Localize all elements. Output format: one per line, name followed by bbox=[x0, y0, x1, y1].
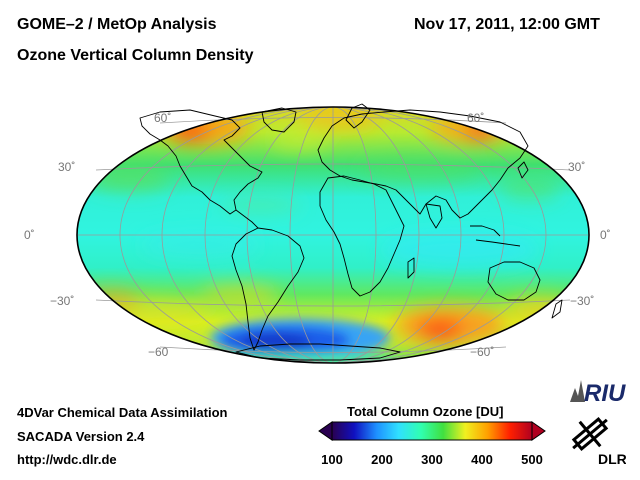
lat-label-right-60: 60˚ bbox=[467, 111, 485, 125]
colorbar-tick-300: 300 bbox=[421, 452, 443, 467]
lat-label-left-m60: −60 bbox=[148, 345, 169, 359]
title-line-1: GOME–2 / MetOp Analysis bbox=[17, 16, 217, 33]
dlr-logo: DLR bbox=[571, 417, 626, 467]
lat-label-right-m30: −30˚ bbox=[570, 294, 595, 308]
dlr-logo-text: DLR bbox=[598, 451, 626, 467]
colorbar bbox=[318, 421, 546, 441]
south-america-outline bbox=[231, 227, 305, 351]
lat-label-right-30: 30˚ bbox=[568, 160, 586, 174]
dlr-mark-icon bbox=[571, 417, 609, 451]
footer-method: 4DVar Chemical Data Assimilation bbox=[17, 405, 228, 420]
colorbar-tick-500: 500 bbox=[521, 452, 543, 467]
colorbar-low-arrow bbox=[318, 421, 333, 441]
coastlines bbox=[139, 103, 563, 361]
date-time: Nov 17, 2011, 12:00 GMT bbox=[414, 16, 600, 33]
colorbar-tick-200: 200 bbox=[371, 452, 393, 467]
lat-label-right-m60: −60˚ bbox=[470, 345, 495, 359]
colorbar-gradient bbox=[331, 421, 533, 441]
antarctica-outline bbox=[235, 343, 401, 361]
map-border bbox=[76, 106, 590, 364]
colorbar-tick-100: 100 bbox=[321, 452, 343, 467]
footer-version: SACADA Version 2.4 bbox=[17, 429, 145, 444]
north-america-outline bbox=[139, 109, 263, 215]
riu-logo-text: RIU bbox=[584, 380, 626, 406]
australia-outline bbox=[487, 261, 541, 301]
riu-mark-icon bbox=[570, 380, 585, 402]
lat-label-right-0: 0˚ bbox=[600, 228, 611, 242]
colorbar-title: Total Column Ozone [DU] bbox=[347, 404, 504, 419]
colorbar-tick-400: 400 bbox=[471, 452, 493, 467]
lat-label-left-30: 30˚ bbox=[58, 160, 76, 174]
lat-label-left-0: 0˚ bbox=[24, 228, 35, 242]
riu-logo: RIU bbox=[570, 380, 626, 406]
title-line-2: Ozone Vertical Column Density bbox=[17, 47, 254, 64]
footer-url[interactable]: http://wdc.dlr.de bbox=[17, 452, 117, 467]
africa-outline bbox=[319, 175, 405, 297]
colorbar-high-arrow bbox=[531, 421, 546, 441]
lat-label-left-m30: −30˚ bbox=[50, 294, 75, 308]
lat-label-left-60: 60˚ bbox=[154, 111, 172, 125]
